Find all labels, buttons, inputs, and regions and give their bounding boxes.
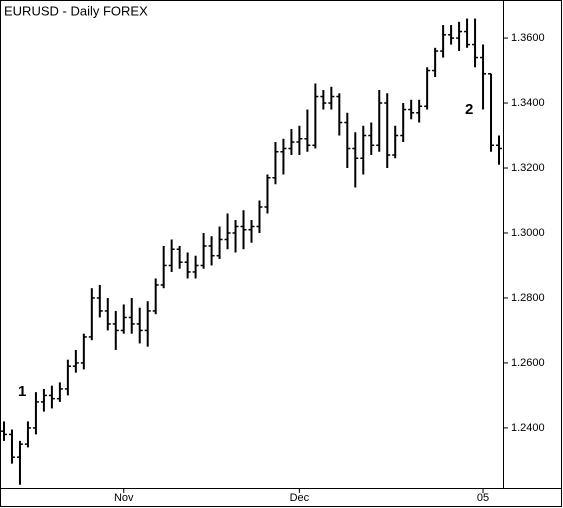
annotation: 1 (18, 383, 26, 400)
y-tick-label: 1.3200 (511, 162, 545, 174)
x-tick-label: Dec (290, 492, 310, 504)
chart-title: EURUSD - Daily FOREX (4, 3, 148, 18)
annotation: 2 (465, 101, 473, 118)
y-tick-label: 1.2400 (511, 422, 545, 434)
y-tick-label: 1.2600 (511, 357, 545, 369)
y-tick-label: 1.3600 (511, 32, 545, 44)
x-tick-label: Nov (114, 492, 134, 504)
y-tick-label: 1.3000 (511, 227, 545, 239)
y-tick-label: 1.3400 (511, 97, 545, 109)
y-tick-label: 1.2800 (511, 292, 545, 304)
x-tick-label: 05 (477, 492, 489, 504)
